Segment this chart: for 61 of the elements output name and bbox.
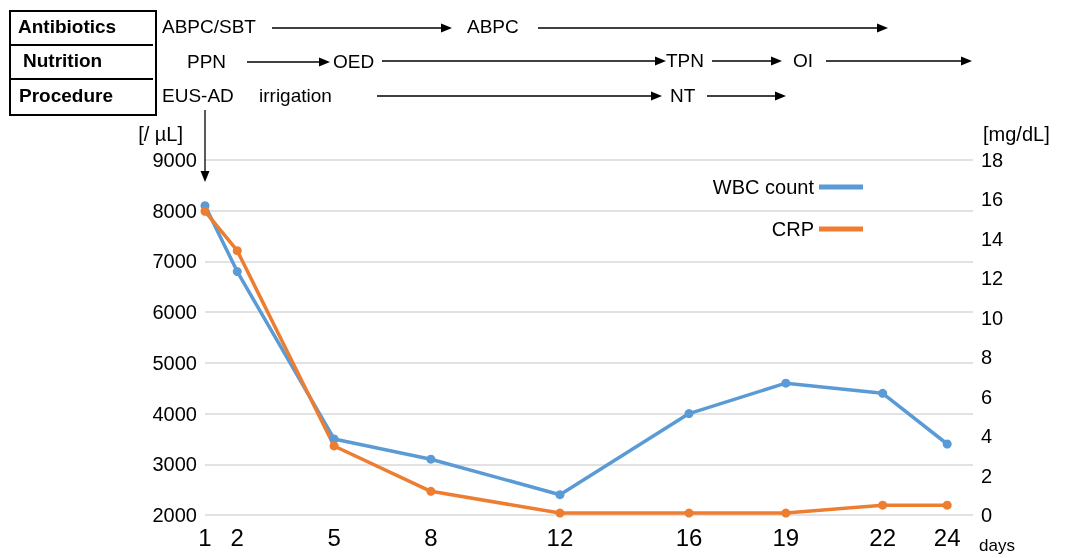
point xyxy=(555,490,565,500)
x-tick-label: 8 xyxy=(424,523,438,551)
y2-tick-label: 4 xyxy=(981,425,993,448)
point xyxy=(200,206,210,216)
point xyxy=(232,267,242,277)
y-axis-title: [/ µL] xyxy=(138,123,183,145)
x-tick-label: 16 xyxy=(675,523,703,551)
text: irrigation xyxy=(259,85,332,107)
point xyxy=(426,454,436,464)
point xyxy=(781,508,791,518)
y-tick-label: 4000 xyxy=(152,402,197,425)
y-tick-label: 5000 xyxy=(152,351,197,374)
x-tick-label: 1 xyxy=(198,523,212,551)
y2-tick-label: 2 xyxy=(981,464,993,487)
point xyxy=(684,409,694,419)
x-axis-title: days xyxy=(979,536,1015,555)
text: PPN xyxy=(187,51,227,73)
point xyxy=(942,500,952,510)
x-tick-label: 2 xyxy=(230,523,244,551)
x-tick-label: 22 xyxy=(869,523,896,551)
y2-tick-label: 10 xyxy=(981,306,1004,329)
text: Antibiotics xyxy=(18,16,117,38)
y2-tick-label: 0 xyxy=(981,504,993,526)
y-tick-label: 7000 xyxy=(152,250,197,273)
text: ABPC xyxy=(467,16,519,38)
x-tick-label: 5 xyxy=(327,523,341,551)
point xyxy=(878,388,888,398)
y2-tick-label: 16 xyxy=(981,188,1004,211)
point xyxy=(878,500,888,510)
y2-tick-label: 18 xyxy=(981,149,1004,171)
text: OED xyxy=(333,51,375,73)
x-tick-label: 12 xyxy=(546,523,574,551)
x-tick-label: 24 xyxy=(933,523,961,551)
y-tick-label: 9000 xyxy=(152,149,197,171)
y-tick-label: 2000 xyxy=(152,504,197,526)
point xyxy=(329,441,339,451)
legend-label: CRP xyxy=(771,218,814,240)
point xyxy=(329,434,339,444)
point xyxy=(555,508,565,518)
y2-tick-label: 6 xyxy=(981,385,993,408)
text: TPN xyxy=(666,50,704,72)
text: EUS-AD xyxy=(162,85,234,107)
point xyxy=(684,508,694,518)
legend-label: WBC count xyxy=(712,176,815,198)
text: NT xyxy=(670,85,696,107)
y2-tick-label: 8 xyxy=(981,346,993,369)
y-tick-label: 6000 xyxy=(152,301,197,324)
y2-axis-title: [mg/dL] xyxy=(983,123,1050,145)
text: ABPC/SBT xyxy=(162,16,256,38)
x-tick-label: 19 xyxy=(772,523,800,551)
point xyxy=(426,486,436,496)
y2-tick-label: 14 xyxy=(981,227,1004,250)
y-tick-label: 3000 xyxy=(152,453,197,476)
text: Procedure xyxy=(19,85,113,107)
y2-tick-label: 12 xyxy=(981,267,1004,290)
y-tick-label: 8000 xyxy=(152,199,197,222)
point xyxy=(781,378,791,388)
point xyxy=(942,439,952,449)
text: OI xyxy=(793,50,814,72)
point xyxy=(232,246,242,256)
text: Nutrition xyxy=(23,50,103,72)
